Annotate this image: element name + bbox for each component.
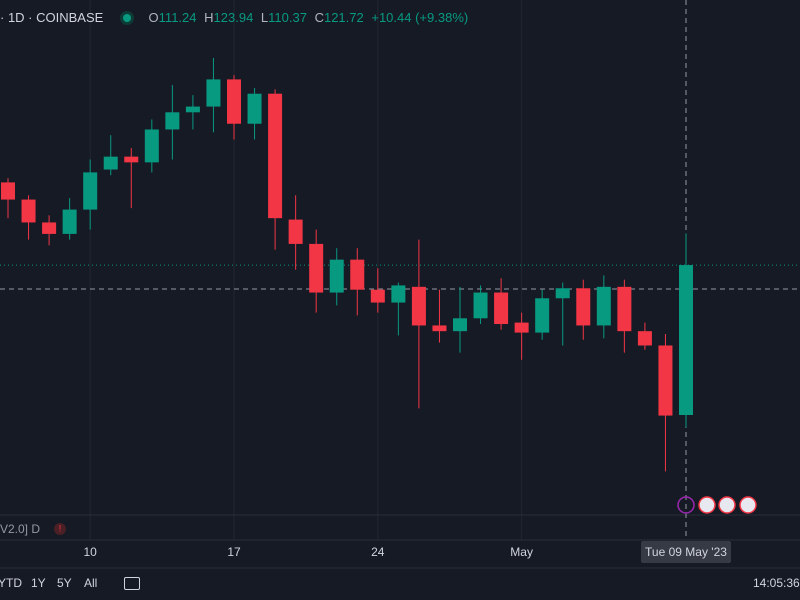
- range-button[interactable]: YTD: [0, 576, 22, 590]
- candle-body: [21, 199, 36, 223]
- candle-body: [658, 345, 673, 416]
- status-dot: [122, 14, 131, 22]
- alert-mark: !: [59, 523, 62, 533]
- l-value: 110.37: [268, 10, 307, 25]
- candle-body: [679, 265, 693, 416]
- o-value: 111.24: [158, 10, 197, 25]
- h-label: H: [204, 10, 214, 25]
- h-value: 123.94: [213, 10, 254, 25]
- legend: · 1D · COINBASE O111.24 H123.94 L110.37 …: [0, 10, 468, 25]
- o-label: O: [148, 10, 159, 25]
- symbol: · 1D · COINBASE: [0, 10, 104, 25]
- range-button[interactable]: 5Y: [57, 576, 72, 590]
- alert-icon: [54, 523, 66, 535]
- candle-body: [637, 331, 652, 346]
- change: +10.44 (+9.38%): [371, 10, 469, 25]
- l-label: L: [260, 10, 269, 25]
- clock: 14:05:36: [753, 576, 800, 590]
- x-tick-label: 24: [371, 545, 385, 559]
- candle-body: [411, 286, 426, 326]
- candle-body: [268, 93, 283, 219]
- candle-body: [103, 156, 118, 170]
- indicator-label: V2.0] D: [0, 522, 40, 536]
- candle-body: [165, 112, 180, 130]
- candle-body: [329, 259, 344, 293]
- candle-body: [247, 93, 262, 124]
- range-button[interactable]: All: [84, 576, 98, 590]
- candle-body: [453, 318, 467, 332]
- candle-body: [62, 209, 77, 234]
- candle-body: [514, 322, 529, 333]
- candle-body: [473, 292, 488, 319]
- date-range-icon[interactable]: [124, 577, 140, 590]
- candle-body: [555, 288, 570, 299]
- candle-body: [432, 325, 447, 332]
- candle-body: [144, 129, 159, 163]
- candle-body: [617, 286, 632, 332]
- candle-body: [185, 106, 200, 113]
- candle-body: [124, 156, 139, 163]
- candle-body: [370, 289, 385, 303]
- candle-body: [227, 79, 241, 124]
- candle-body: [83, 172, 98, 210]
- crosshair-date: Tue 09 May '23: [645, 545, 727, 559]
- candle-body: [391, 285, 406, 303]
- toolbar: YTD 1Y 5Y All 14:05:36: [0, 572, 800, 594]
- candle-body: [494, 292, 509, 325]
- candle-body: [596, 286, 611, 326]
- c-label: C: [314, 10, 324, 25]
- candle-body: [42, 222, 57, 234]
- candle-body: [206, 79, 221, 107]
- c-value: 121.72: [323, 10, 364, 25]
- candle-body: [535, 298, 550, 333]
- candle-body: [576, 288, 591, 326]
- range-button[interactable]: 1Y: [31, 576, 46, 590]
- candle-body: [350, 259, 365, 290]
- event-icons: [677, 496, 757, 514]
- x-tick-label: May: [510, 545, 533, 559]
- candle-body: [309, 243, 324, 293]
- candle-body: [288, 219, 303, 244]
- x-tick-label: 17: [227, 545, 241, 559]
- x-tick-label: 10: [84, 545, 98, 559]
- crosshair-date-box: [641, 541, 731, 563]
- candle-body: [1, 182, 15, 200]
